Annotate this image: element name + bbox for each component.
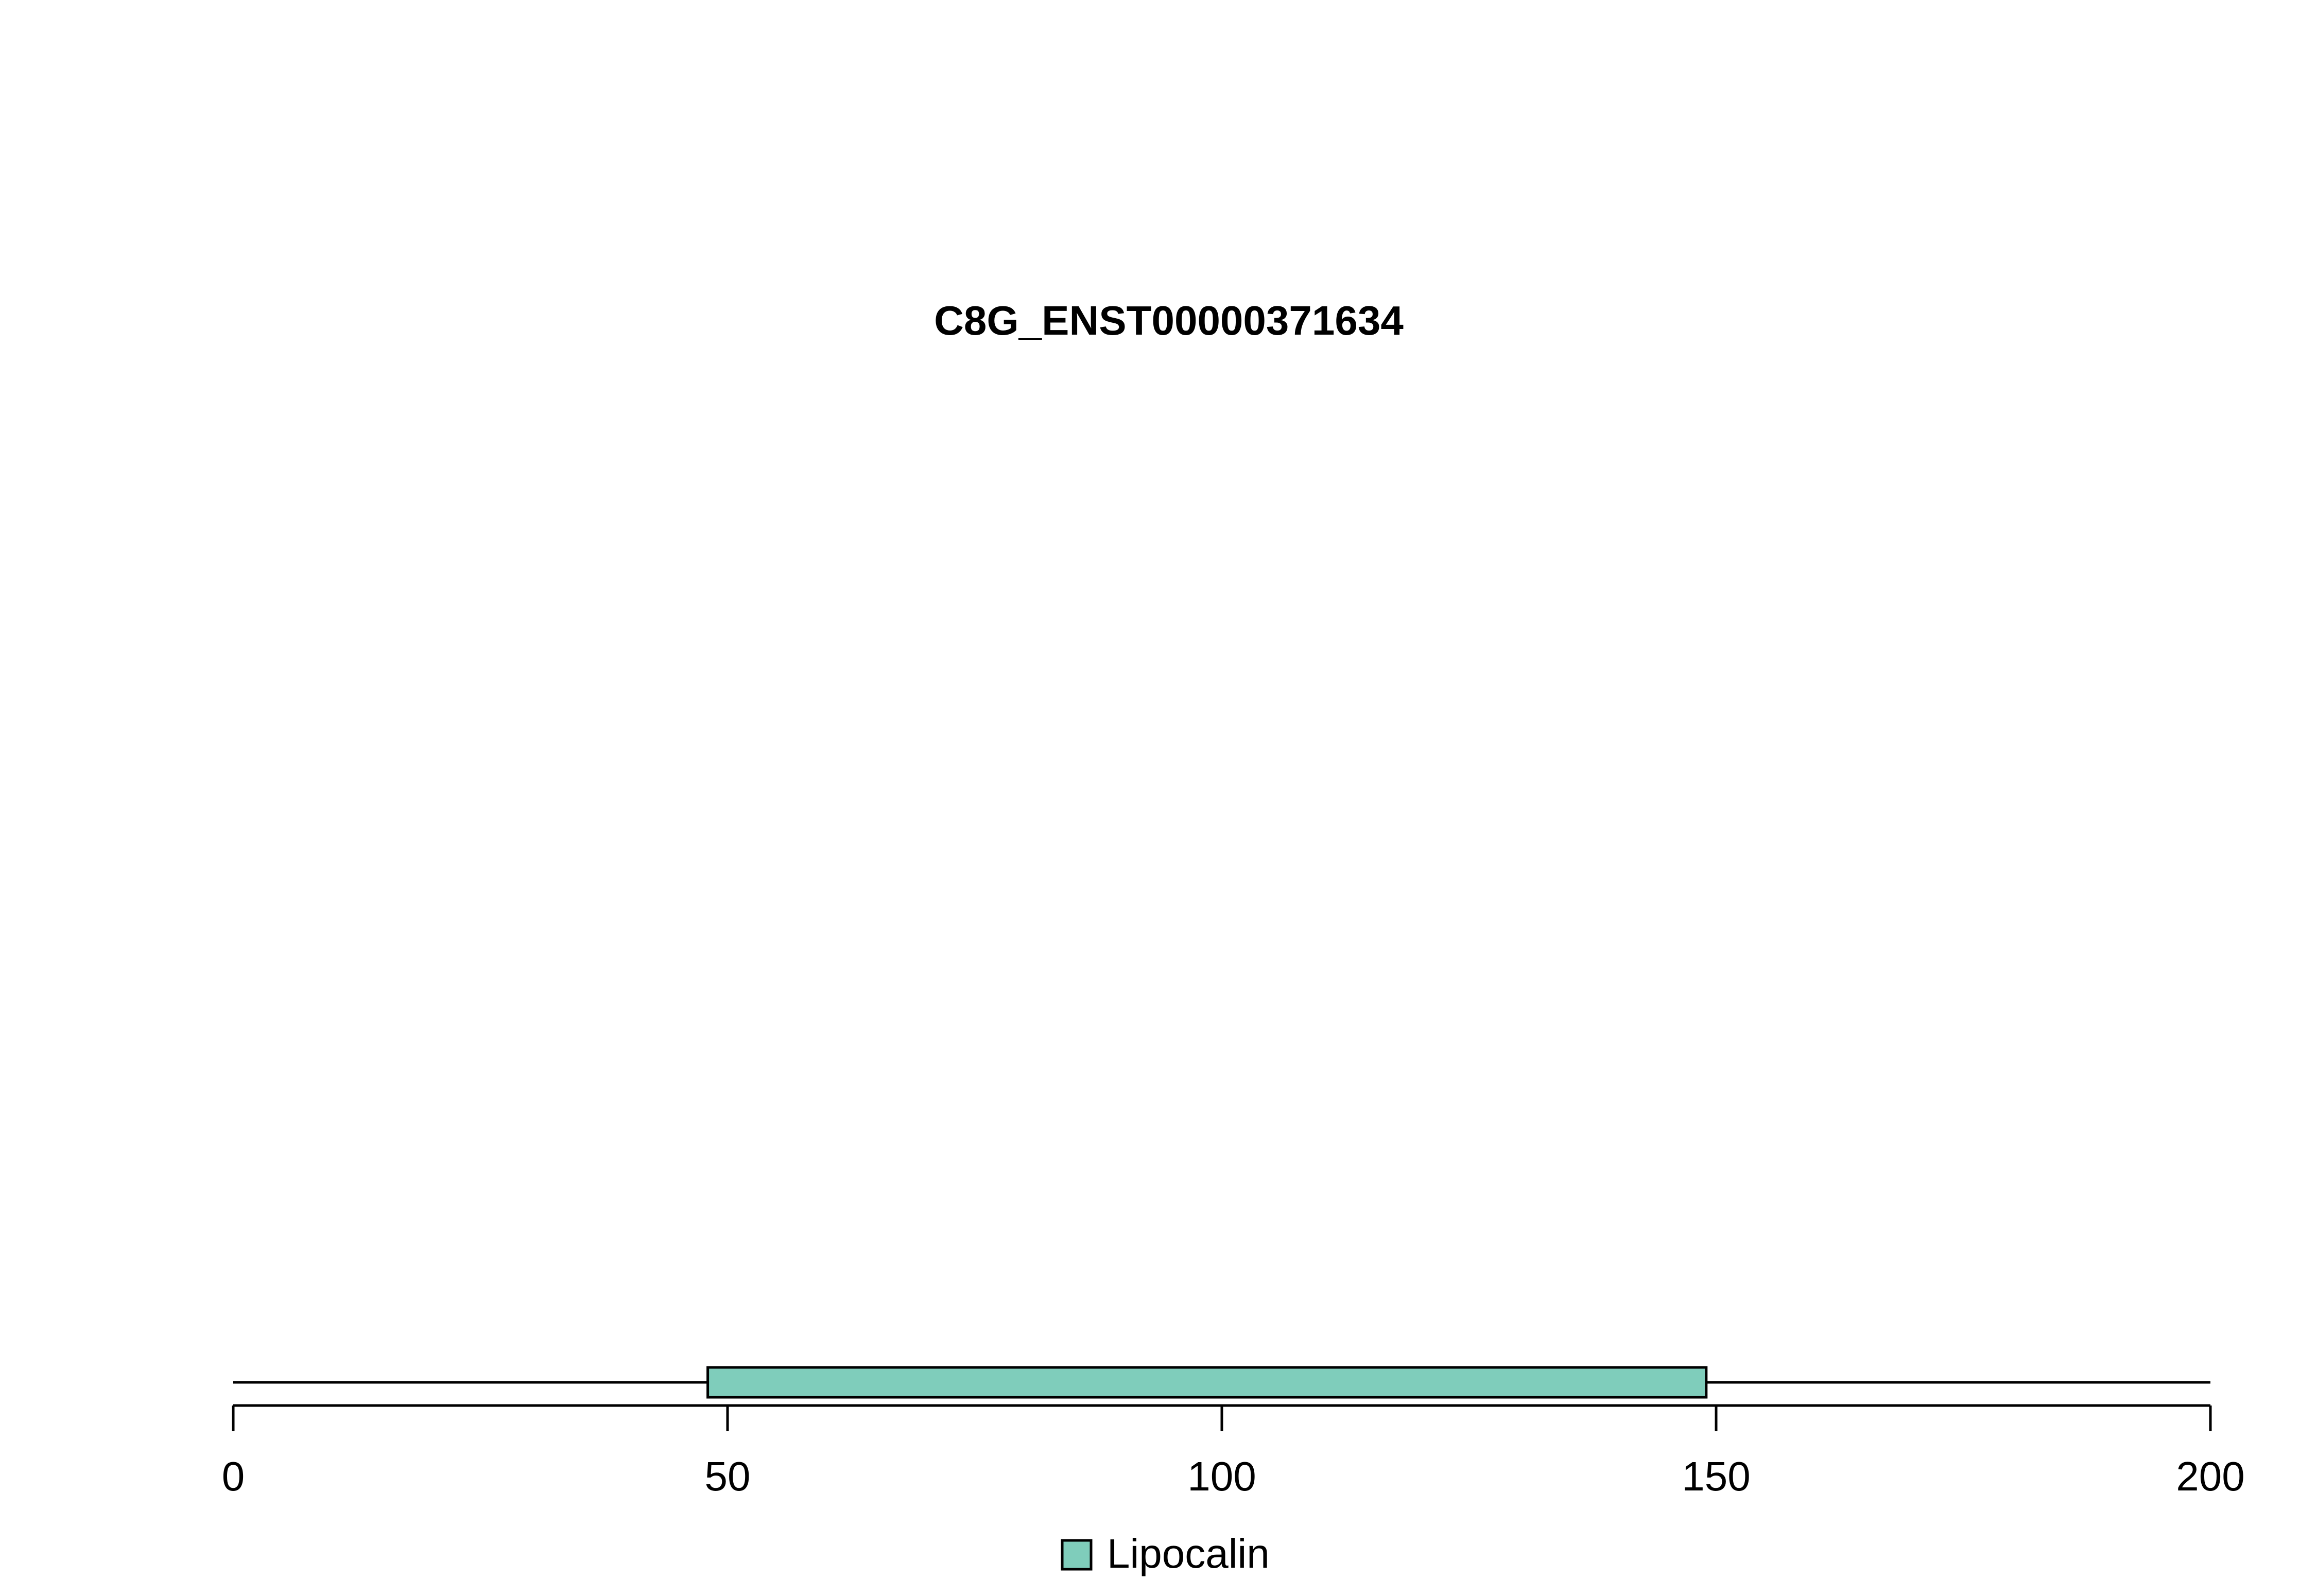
x-tick-label: 0 [222,1453,245,1499]
legend-label: Lipocalin [1107,1531,1270,1576]
legend: Lipocalin [1061,1531,1270,1576]
x-tick-label: 200 [2176,1453,2244,1499]
domain-bar-lipocalin [706,1366,1708,1399]
x-tick-label: 50 [705,1453,751,1499]
domain-layer [706,1366,1708,1399]
chart-title: C8G_ENST00000371634 [934,298,1404,343]
legend-swatch [1061,1539,1093,1571]
x-axis: 0 50 100 150 200 [222,1404,2245,1499]
x-tick-label: 150 [1682,1453,1750,1499]
x-tick-label: 100 [1187,1453,1256,1499]
